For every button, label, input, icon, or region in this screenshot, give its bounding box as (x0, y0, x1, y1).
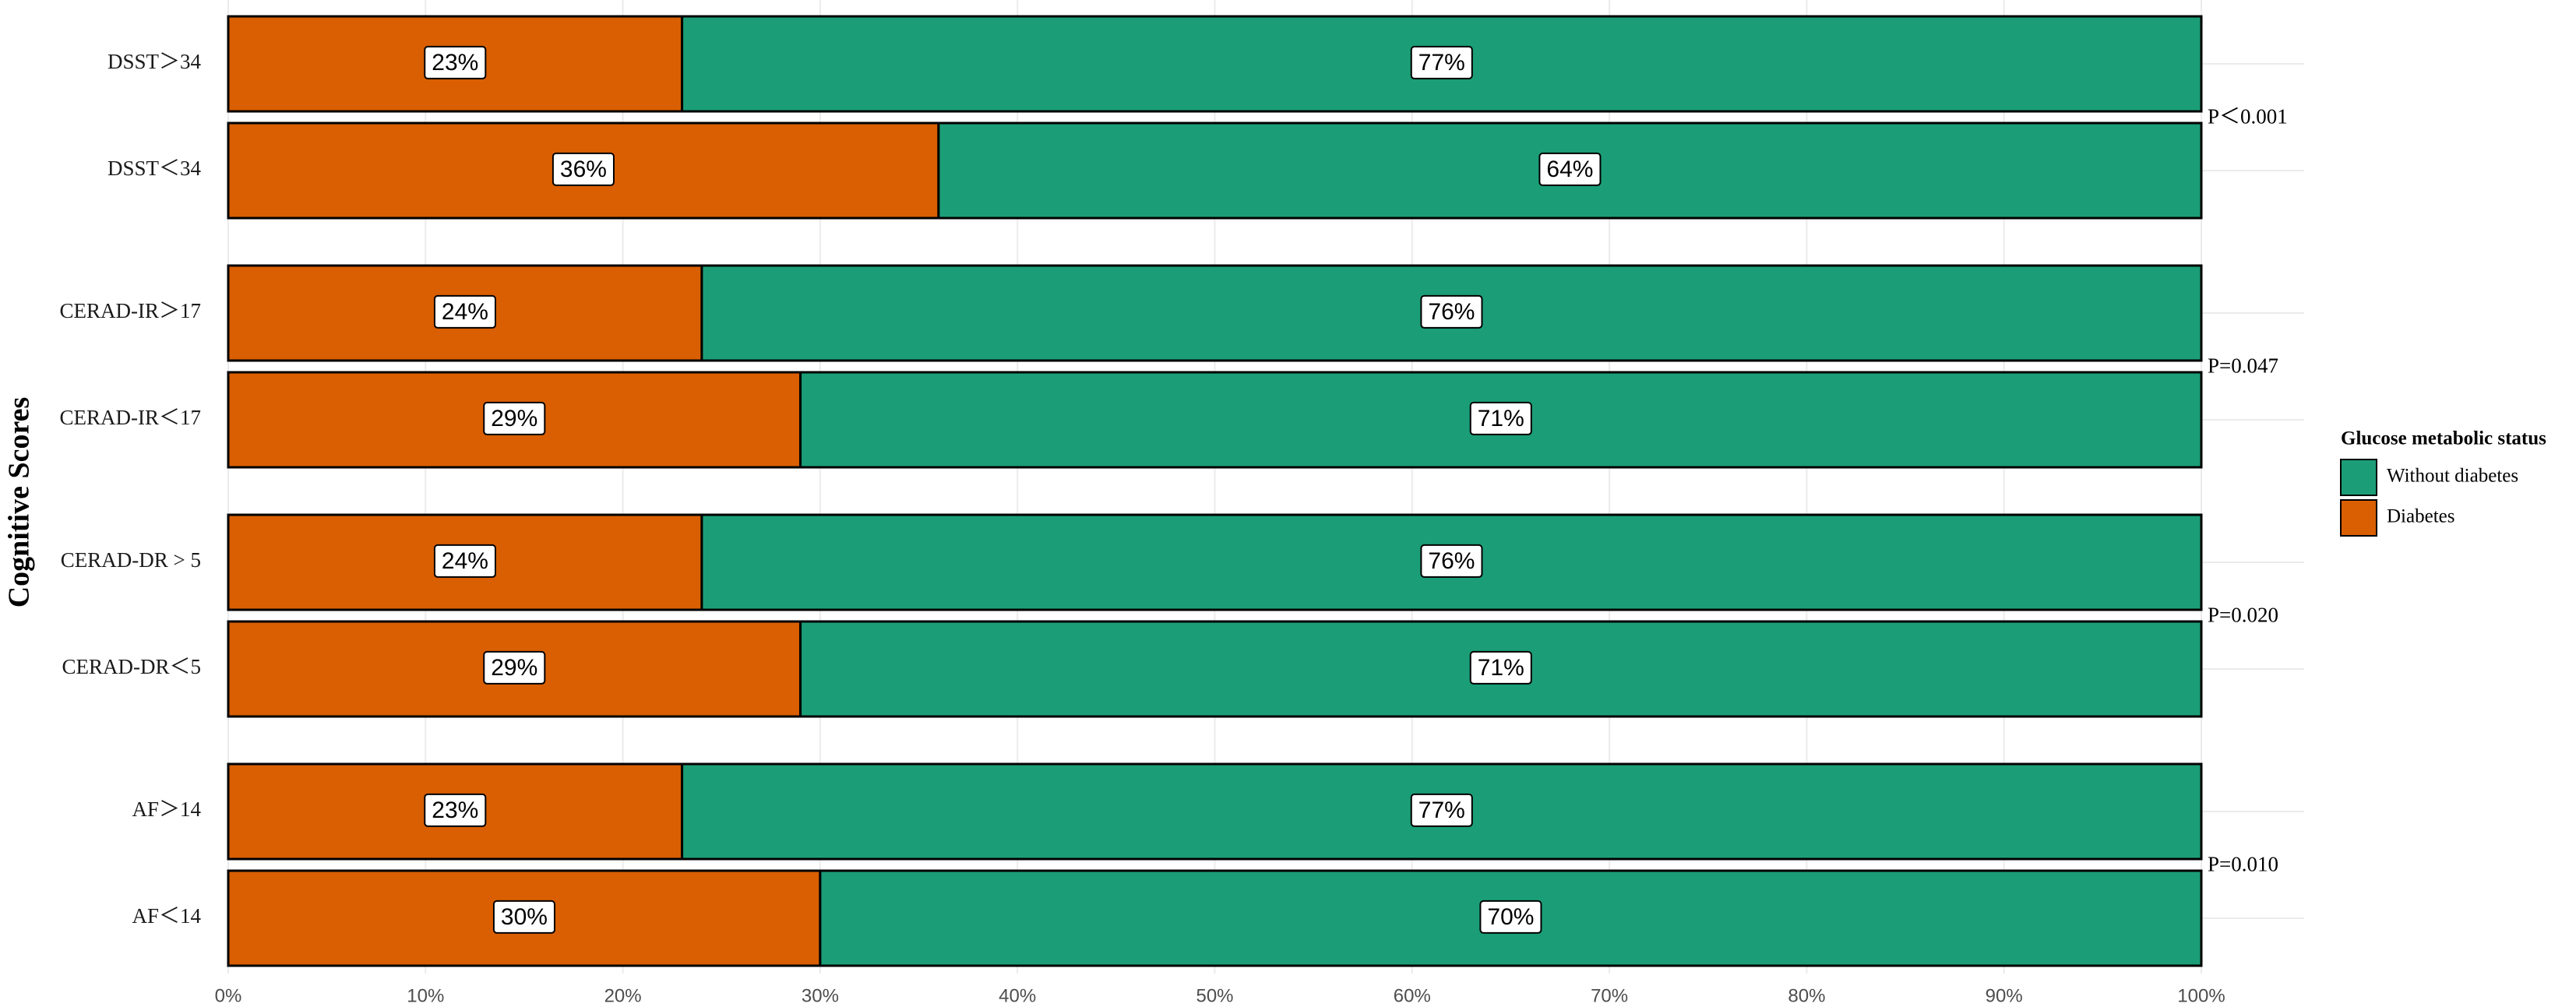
annotation: P=0.020 (2208, 604, 2278, 627)
value-label: 77% (1410, 45, 1473, 79)
value-label-text: 71% (1478, 655, 1524, 681)
legend-swatch (2340, 499, 2377, 537)
x-tick-label: 10% (407, 985, 444, 1006)
value-label: 30% (492, 900, 555, 934)
value-label-text: 29% (491, 406, 537, 431)
x-tick-label: 20% (604, 985, 642, 1006)
value-label-text: 23% (432, 50, 478, 76)
value-label: 29% (483, 401, 546, 435)
x-tick-label: 0% (215, 985, 242, 1006)
value-label: 24% (433, 294, 496, 329)
value-label-box (1469, 401, 1532, 435)
value-label: 76% (1420, 544, 1483, 578)
value-label-text: 76% (1428, 548, 1475, 574)
y-tick-label: CERAD-DR > 5 (61, 548, 201, 572)
value-label-box (433, 544, 496, 578)
value-label: 77% (1410, 793, 1473, 827)
value-label-box (1538, 152, 1602, 186)
x-tick-label: 80% (1788, 985, 1825, 1006)
value-label: 71% (1469, 401, 1532, 435)
value-label-box (424, 45, 487, 79)
value-label-text: 29% (491, 655, 537, 681)
value-label-box (1410, 45, 1473, 79)
value-label: 64% (1538, 152, 1602, 186)
value-label-box (1420, 544, 1483, 578)
value-label-text: 24% (442, 299, 488, 325)
value-label: 23% (424, 45, 487, 79)
value-label-box (433, 294, 496, 329)
annotation: P=0.010 (2208, 853, 2278, 876)
value-label: 71% (1469, 650, 1532, 685)
value-label-text: 36% (560, 157, 607, 182)
y-tick-label: CERAD-DR＜5 (62, 655, 201, 678)
x-tick-label: 100% (2177, 985, 2225, 1006)
x-tick-label: 40% (999, 985, 1036, 1006)
value-label: 76% (1420, 294, 1483, 329)
value-label-box (483, 401, 546, 435)
value-label-text: 24% (442, 548, 488, 574)
y-tick-label: AF＞14 (132, 798, 201, 821)
y-tick-label: CERAD-IR＞17 (60, 299, 202, 322)
annotation: P＜0.001 (2208, 105, 2288, 129)
x-tick-label: 50% (1196, 985, 1233, 1006)
annotation: P=0.047 (2208, 354, 2278, 378)
x-tick-label: 90% (1986, 985, 2023, 1006)
value-label: 24% (433, 544, 496, 578)
value-label: 70% (1479, 900, 1542, 934)
legend-swatch (2340, 459, 2377, 496)
value-label-box (1410, 793, 1473, 827)
legend-label: Diabetes (2387, 506, 2454, 527)
x-tick-label: 60% (1394, 985, 1431, 1006)
value-label-box (424, 793, 487, 827)
value-label-box (1420, 294, 1483, 329)
value-label: 29% (483, 650, 546, 685)
bar-segment (681, 15, 2203, 113)
y-tick-label: AF＜14 (132, 904, 201, 928)
value-label-text: 70% (1487, 904, 1534, 930)
value-label-text: 77% (1418, 798, 1465, 823)
value-label-text: 64% (1546, 157, 1593, 182)
legend-title: Glucose metabolic status (2341, 428, 2546, 449)
value-label-box (483, 650, 546, 685)
value-label-text: 76% (1428, 299, 1475, 325)
value-label-text: 23% (432, 798, 478, 823)
y-tick-label: DSST＜34 (107, 157, 202, 180)
value-label-box (1479, 900, 1542, 934)
value-label-text: 30% (501, 904, 548, 930)
x-tick-label: 30% (802, 985, 839, 1006)
value-label-box (551, 152, 615, 186)
value-label: 23% (424, 793, 487, 827)
value-label-box (1469, 650, 1532, 685)
y-axis-title: Cognitive Scores (3, 397, 36, 608)
value-label: 36% (551, 152, 615, 186)
legend-label: Without diabetes (2387, 466, 2518, 487)
x-tick-label: 70% (1591, 985, 1628, 1006)
value-label-box (492, 900, 555, 934)
value-label-text: 77% (1418, 50, 1465, 76)
value-label-text: 71% (1478, 406, 1524, 431)
y-tick-label: DSST＞34 (107, 50, 202, 73)
y-tick-label: CERAD-IR＜17 (60, 406, 202, 429)
